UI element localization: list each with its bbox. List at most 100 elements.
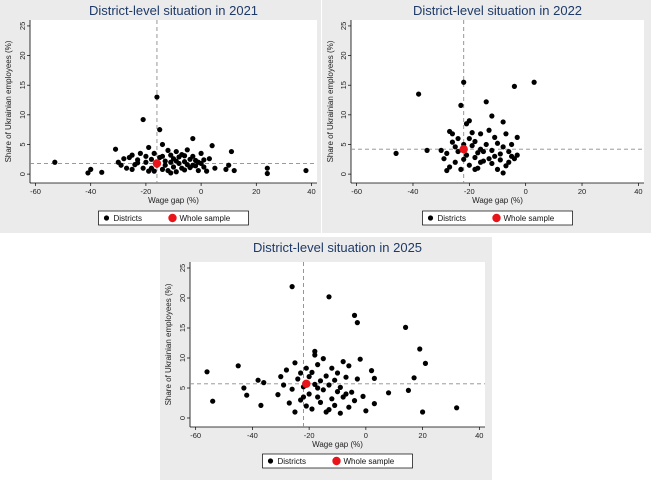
whole-sample-point [302, 379, 311, 388]
district-point [458, 102, 464, 108]
district-point [332, 377, 338, 383]
district-point [157, 127, 163, 133]
district-point [140, 165, 146, 171]
district-point [354, 320, 360, 326]
district-point [52, 159, 58, 165]
district-point [129, 152, 135, 158]
plot-area [30, 20, 317, 183]
district-point [295, 376, 301, 382]
x-tick-label: -60 [30, 187, 41, 196]
district-point [463, 152, 470, 158]
district-point [458, 166, 464, 172]
district-point [477, 131, 484, 137]
y-tick-label: 5 [339, 142, 348, 146]
district-point [303, 167, 309, 174]
y-tick-label: 20 [339, 51, 348, 59]
plot-area [351, 20, 644, 183]
legend-districts-marker [103, 215, 110, 221]
district-point [162, 162, 168, 168]
x-axis-label: Wage gap (%) [312, 440, 363, 449]
district-point [351, 312, 358, 318]
district-point [452, 159, 458, 165]
district-point [486, 156, 492, 162]
district-point [306, 391, 312, 397]
district-point [165, 147, 171, 153]
district-point [168, 152, 174, 158]
x-tick-label: 20 [252, 187, 260, 196]
district-point [466, 162, 472, 168]
district-point [143, 159, 149, 165]
x-tick-label: 0 [524, 187, 528, 196]
district-point [148, 156, 155, 162]
district-point [405, 387, 412, 393]
y-tick-label: 20 [18, 51, 27, 59]
district-point [317, 378, 324, 384]
district-point [309, 406, 315, 412]
district-point [503, 163, 509, 169]
district-point [261, 380, 267, 386]
district-point [223, 166, 229, 172]
district-point [264, 165, 270, 171]
district-point [480, 148, 487, 155]
district-point [363, 408, 369, 414]
district-point [514, 134, 520, 140]
district-point [337, 410, 343, 416]
district-point [402, 324, 409, 330]
district-point [198, 160, 204, 167]
x-tick-label: -40 [408, 187, 419, 196]
x-tick-label: 0 [364, 431, 368, 440]
district-point [343, 374, 349, 380]
y-axis-label: Share of Ukrainian employees (%) [4, 40, 13, 162]
district-point [154, 94, 160, 100]
district-point [511, 83, 518, 89]
district-point [500, 144, 506, 150]
district-point [500, 119, 506, 125]
district-point [444, 150, 450, 156]
district-point [489, 113, 495, 119]
district-point [466, 118, 472, 124]
district-point [508, 141, 515, 148]
district-point [320, 387, 326, 393]
district-point [329, 396, 335, 402]
district-point [123, 165, 130, 171]
y-tick-label: 10 [178, 354, 187, 362]
district-point [449, 139, 456, 145]
district-point [337, 384, 343, 390]
legend-whole-sample-marker [168, 213, 177, 223]
y-tick-label: 5 [178, 386, 187, 390]
y-tick-label: 10 [339, 111, 348, 119]
district-point [354, 376, 360, 382]
district-point [455, 135, 461, 142]
district-point [228, 148, 235, 155]
district-point [346, 404, 352, 410]
district-point [472, 154, 478, 161]
district-point [424, 147, 430, 153]
district-point [315, 394, 321, 400]
district-point [298, 370, 304, 376]
y-tick-label: 25 [339, 22, 348, 30]
district-point [506, 159, 512, 165]
y-tick-label: 15 [178, 324, 187, 332]
district-point [173, 148, 179, 155]
district-point [317, 399, 324, 405]
district-point [244, 392, 250, 398]
district-point [422, 360, 429, 366]
district-point [508, 153, 515, 159]
district-point [461, 156, 467, 162]
district-point [190, 162, 196, 168]
district-point [371, 375, 377, 381]
district-point [393, 150, 399, 156]
district-point [235, 363, 241, 369]
district-point [497, 157, 503, 163]
whole-sample-point [459, 145, 468, 154]
district-point [343, 391, 349, 397]
district-point [492, 153, 498, 159]
district-point [210, 398, 216, 404]
district-point [129, 166, 135, 172]
district-point [143, 153, 149, 159]
district-point [278, 374, 284, 380]
legend-whole-sample-label: Whole sample [504, 214, 555, 223]
district-point [452, 144, 458, 150]
district-point [489, 160, 495, 167]
